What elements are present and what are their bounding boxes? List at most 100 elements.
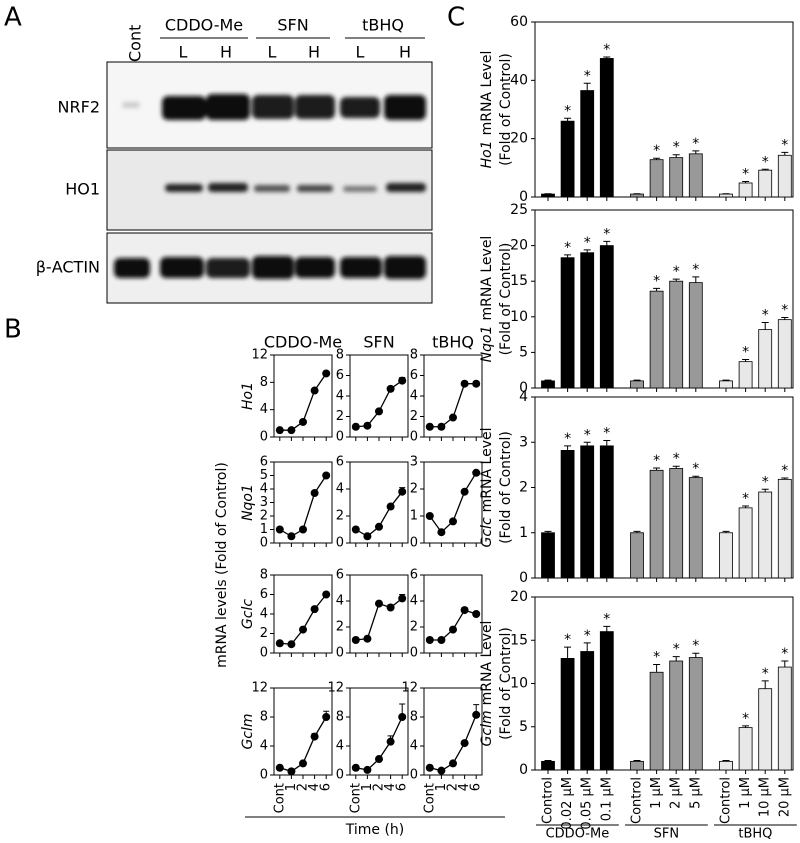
dose-label: H xyxy=(220,43,232,62)
y-tick-label: 3 xyxy=(519,434,528,450)
bar xyxy=(580,651,595,771)
y-tick-label: 60 xyxy=(510,14,528,30)
point xyxy=(351,763,360,772)
annotation: * xyxy=(564,240,571,256)
dose-label: L xyxy=(268,43,277,62)
annotation: * xyxy=(603,425,610,441)
y-axis-gene: Gclm xyxy=(479,710,495,746)
point xyxy=(299,525,307,534)
y-tick-label: 8 xyxy=(336,348,344,363)
error-bar xyxy=(603,56,611,59)
point xyxy=(299,625,307,634)
y-tick-label: 4 xyxy=(336,739,344,754)
error-bar xyxy=(564,117,572,122)
y-tick-label: 1 xyxy=(410,509,418,524)
y-tick-label: 0 xyxy=(336,430,344,445)
point xyxy=(460,739,469,748)
line xyxy=(429,609,477,641)
annotation: * xyxy=(762,154,769,170)
annotation: * xyxy=(584,235,591,251)
error-bar xyxy=(544,530,552,533)
y-tick-label: 6 xyxy=(336,568,344,583)
y-tick-label: 40 xyxy=(510,72,528,88)
bar xyxy=(599,631,614,771)
annotation: * xyxy=(762,666,769,682)
y-tick-label: 0 xyxy=(519,570,528,586)
group-label: SFN xyxy=(654,827,679,842)
error-bar xyxy=(564,254,572,258)
y-tick-label: 2 xyxy=(336,620,344,635)
point xyxy=(275,763,284,772)
error-bar xyxy=(781,477,789,480)
bar xyxy=(630,193,644,198)
y-tick-label: 4 xyxy=(336,482,344,497)
bar xyxy=(580,445,595,579)
bar xyxy=(649,469,664,579)
y-tick-label: 4 xyxy=(410,594,418,609)
y-tick-label: 0 xyxy=(410,768,418,783)
annotation: * xyxy=(584,427,591,443)
point xyxy=(425,763,434,772)
error-bar xyxy=(742,181,750,183)
error-bar xyxy=(653,663,661,673)
x-tick-label: 1 xyxy=(284,783,299,791)
point xyxy=(287,767,296,776)
error-bar xyxy=(672,278,680,282)
x-tick-label: Cont xyxy=(422,783,437,813)
x-tick-label: Control xyxy=(541,777,556,824)
x-tick-label: 10 μM xyxy=(758,777,773,817)
error-bar xyxy=(722,530,730,533)
error-bar xyxy=(633,379,641,381)
bar xyxy=(580,252,595,389)
error-bar xyxy=(722,379,730,381)
point xyxy=(460,379,469,388)
y-tick-label: 15 xyxy=(510,273,528,289)
x-tick-label: 2 xyxy=(372,783,387,791)
annotation: * xyxy=(673,451,680,467)
bar xyxy=(777,478,792,579)
error-bar xyxy=(781,660,789,668)
y-axis-label: Nqo1 xyxy=(240,484,256,521)
y-tick-label: 2 xyxy=(519,480,528,496)
point xyxy=(375,599,383,608)
error-bar xyxy=(692,150,700,154)
bar xyxy=(649,671,664,771)
error-bar xyxy=(633,530,641,533)
x-tick-label: 1 μM xyxy=(649,777,664,809)
bar xyxy=(758,169,773,198)
y-axis-label: Gclc xyxy=(240,599,256,629)
x-tick-label: 6 xyxy=(319,783,334,791)
point xyxy=(299,417,307,426)
y-tick-label: 12 xyxy=(251,348,268,363)
point xyxy=(287,426,296,435)
bar xyxy=(649,290,664,389)
y-axis-text: mRNA Level xyxy=(479,236,495,321)
bar xyxy=(669,660,684,771)
x-tick-label: 6 xyxy=(395,783,410,791)
bar xyxy=(719,760,733,771)
dose-label: L xyxy=(179,43,188,62)
point xyxy=(322,590,331,599)
plot-frame xyxy=(534,21,794,198)
x-tick-label: 4 xyxy=(307,783,322,791)
y-tick-label: 12 xyxy=(401,681,418,696)
y-tick-label: 0 xyxy=(519,189,528,205)
point xyxy=(275,639,284,648)
bar xyxy=(719,193,733,198)
y-tick-label: 6 xyxy=(336,368,344,383)
bar xyxy=(719,380,733,389)
point xyxy=(287,532,296,541)
point xyxy=(386,384,395,393)
point xyxy=(449,517,457,526)
point xyxy=(299,759,307,768)
annotation: * xyxy=(781,137,788,153)
y-tick-label: 2 xyxy=(260,626,268,641)
y-axis-gene: Nqo1 xyxy=(479,325,495,362)
panel-label: A xyxy=(4,3,22,33)
x-tick-label: 6 xyxy=(469,783,484,791)
bar xyxy=(560,449,575,579)
dose-label: L xyxy=(356,43,365,62)
error-bar xyxy=(653,157,661,160)
y-axis-unit: (Fold of Control) xyxy=(498,431,514,544)
line xyxy=(279,594,327,645)
